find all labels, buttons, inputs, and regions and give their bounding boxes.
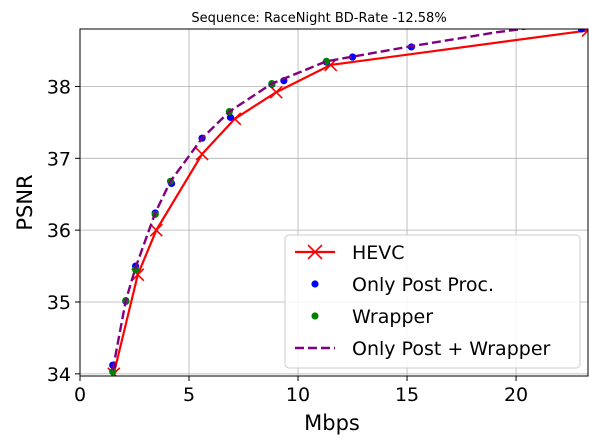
grid bbox=[79, 29, 588, 376]
only-post-proc-point bbox=[577, 29, 586, 33]
legend-label-wrapper: Wrapper bbox=[352, 306, 433, 328]
only-post-proc-point bbox=[348, 53, 357, 61]
x-tick-label: 15 bbox=[395, 384, 419, 406]
legend: HEVC Only Post Proc. Wrapper Only Post + Wr… bbox=[284, 234, 581, 369]
x-tick-label: 10 bbox=[286, 384, 310, 406]
hevc-marker bbox=[149, 223, 163, 237]
x-tick-label: 0 bbox=[74, 384, 86, 406]
hevc-line bbox=[112, 29, 588, 375]
y-axis-label: PSNR bbox=[13, 174, 37, 230]
y-tick-label: 37 bbox=[47, 148, 71, 170]
hevc-marker bbox=[269, 85, 283, 99]
x-tick-label: 5 bbox=[183, 384, 195, 406]
series-layer bbox=[107, 29, 588, 376]
hevc-marker bbox=[195, 147, 209, 161]
only-post-proc-point bbox=[226, 113, 235, 121]
wrapper-point bbox=[109, 368, 117, 376]
y-tick-label: 34 bbox=[47, 364, 71, 386]
only-post-wrapper-line bbox=[111, 29, 532, 371]
legend-swatch-wrapper bbox=[311, 312, 319, 320]
hevc-marker bbox=[581, 29, 588, 38]
legend-label-only-post-proc: Only Post Proc. bbox=[352, 274, 494, 296]
x-tick-label: 20 bbox=[504, 384, 528, 406]
y-tick-label: 35 bbox=[47, 292, 71, 314]
y-tick-label: 38 bbox=[47, 76, 71, 98]
legend-box bbox=[284, 234, 581, 369]
legend-label-only-post-wrapper: Only Post + Wrapper bbox=[352, 338, 551, 360]
legend-swatch-only-post-proc bbox=[311, 280, 319, 288]
chart-title: Sequence: RaceNight BD-Rate -12.58% bbox=[191, 11, 446, 26]
legend-label-hevc: HEVC bbox=[352, 242, 405, 264]
x-axis-label: Mbps bbox=[304, 411, 360, 435]
ticks: 0 5 10 15 20 34 35 36 37 38 bbox=[47, 76, 528, 406]
plot-frame bbox=[79, 28, 589, 377]
wrapper-point bbox=[131, 266, 140, 274]
y-tick-label: 36 bbox=[47, 220, 71, 242]
hevc-marker bbox=[307, 244, 323, 260]
